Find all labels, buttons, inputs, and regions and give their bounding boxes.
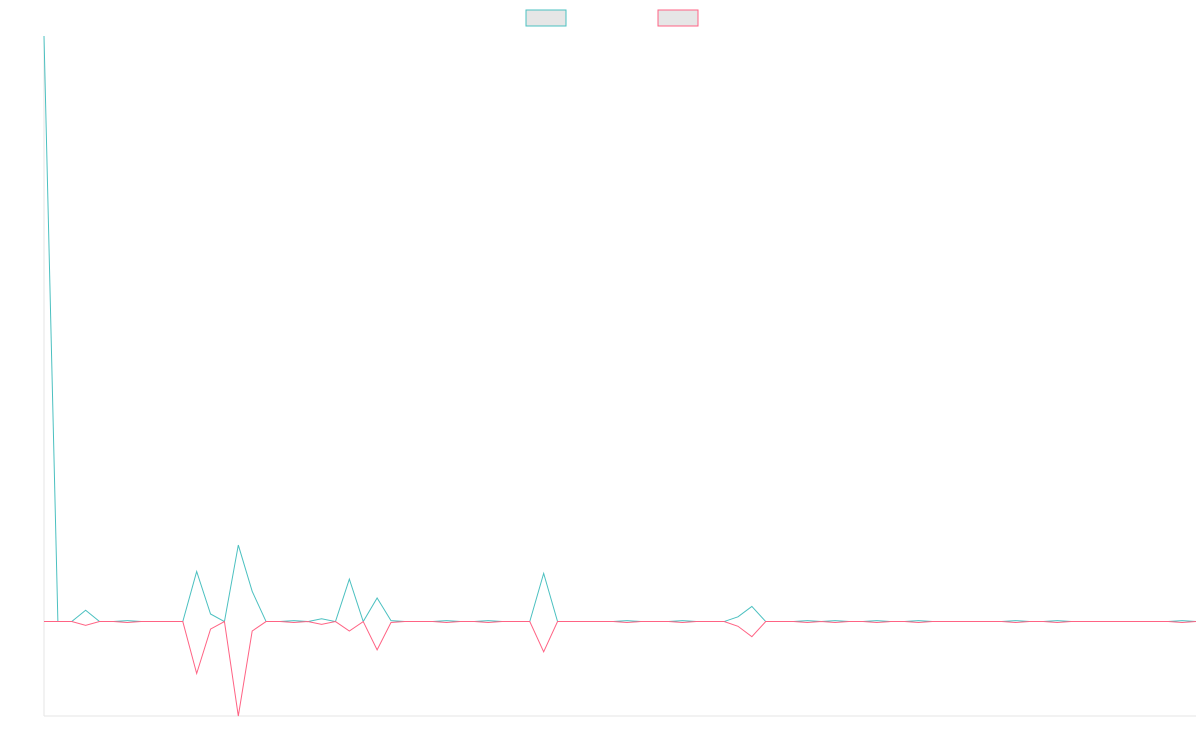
- axes: [43, 36, 1196, 717]
- legend-swatch-1: [525, 9, 567, 27]
- legend-item-1[interactable]: [525, 9, 567, 27]
- legend-swatch-2: [657, 9, 699, 27]
- legend-item-2[interactable]: [657, 9, 699, 27]
- series-line-1: [43, 35, 1197, 623]
- series-line-2: [44, 620, 1197, 717]
- series-layer: [43, 35, 1197, 717]
- legend: [525, 9, 699, 27]
